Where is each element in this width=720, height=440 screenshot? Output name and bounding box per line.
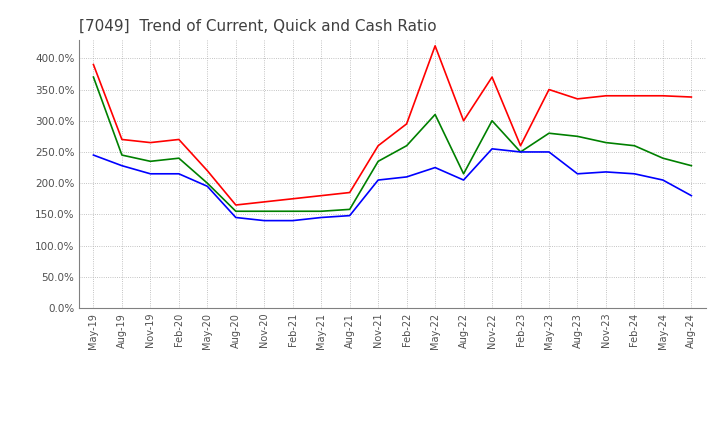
Cash Ratio [545,149,554,154]
Quick Ratio [289,209,297,214]
Current Ratio [402,121,411,127]
Cash Ratio [117,163,126,169]
Quick Ratio [146,159,155,164]
Current Ratio [630,93,639,99]
Current Ratio [602,93,611,99]
Current Ratio [232,202,240,208]
Current Ratio [659,93,667,99]
Current Ratio [431,43,439,48]
Quick Ratio [431,112,439,117]
Current Ratio [260,199,269,205]
Quick Ratio [687,163,696,169]
Quick Ratio [174,156,183,161]
Quick Ratio [232,209,240,214]
Cash Ratio [602,169,611,175]
Current Ratio [459,118,468,123]
Cash Ratio [487,146,496,151]
Current Ratio [487,74,496,80]
Quick Ratio [317,209,325,214]
Cash Ratio [630,171,639,176]
Quick Ratio [659,156,667,161]
Cash Ratio [516,149,525,154]
Quick Ratio [260,209,269,214]
Quick Ratio [374,159,382,164]
Cash Ratio [402,174,411,180]
Quick Ratio [203,180,212,186]
Current Ratio [573,96,582,102]
Current Ratio [117,137,126,142]
Cash Ratio [289,218,297,223]
Quick Ratio [117,152,126,158]
Quick Ratio [487,118,496,123]
Line: Current Ratio: Current Ratio [94,46,691,205]
Quick Ratio [89,74,98,80]
Cash Ratio [687,193,696,198]
Current Ratio [174,137,183,142]
Current Ratio [346,190,354,195]
Current Ratio [146,140,155,145]
Text: [7049]  Trend of Current, Quick and Cash Ratio: [7049] Trend of Current, Quick and Cash … [79,19,437,34]
Cash Ratio [459,177,468,183]
Current Ratio [317,193,325,198]
Current Ratio [203,168,212,173]
Quick Ratio [402,143,411,148]
Cash Ratio [203,183,212,189]
Quick Ratio [602,140,611,145]
Current Ratio [374,143,382,148]
Cash Ratio [317,215,325,220]
Cash Ratio [146,171,155,176]
Quick Ratio [573,134,582,139]
Quick Ratio [516,149,525,154]
Cash Ratio [573,171,582,176]
Cash Ratio [659,177,667,183]
Cash Ratio [232,215,240,220]
Line: Quick Ratio: Quick Ratio [94,77,691,211]
Current Ratio [89,62,98,67]
Cash Ratio [89,152,98,158]
Current Ratio [687,95,696,100]
Cash Ratio [431,165,439,170]
Current Ratio [289,196,297,202]
Quick Ratio [459,171,468,176]
Quick Ratio [630,143,639,148]
Quick Ratio [545,131,554,136]
Cash Ratio [260,218,269,223]
Line: Cash Ratio: Cash Ratio [94,149,691,220]
Cash Ratio [374,177,382,183]
Current Ratio [516,143,525,148]
Current Ratio [545,87,554,92]
Cash Ratio [174,171,183,176]
Cash Ratio [346,213,354,218]
Quick Ratio [346,207,354,212]
